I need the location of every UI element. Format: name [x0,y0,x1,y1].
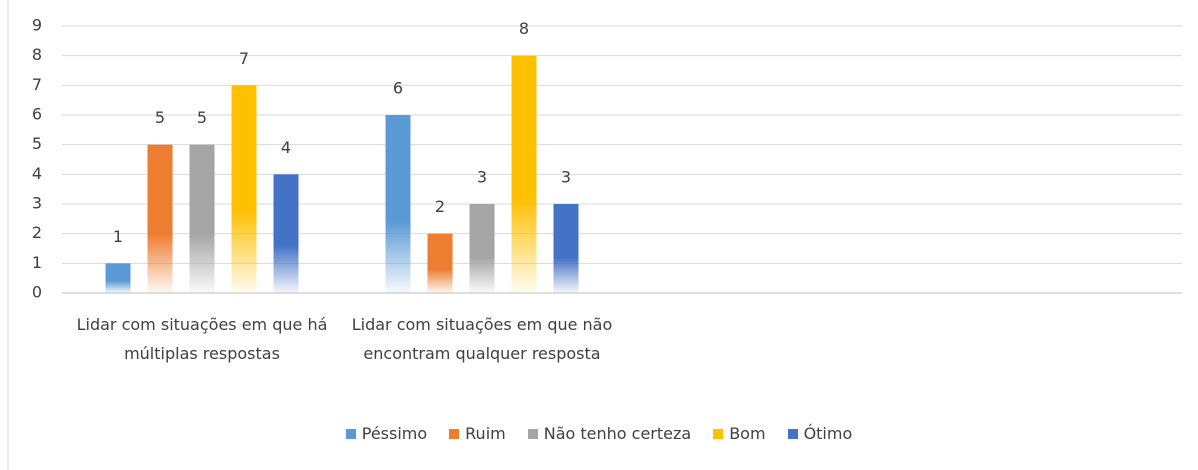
legend-label: Não tenho certeza [543,424,692,443]
bar [511,55,537,293]
bar [385,115,411,293]
legend-item: Péssimo [345,424,428,443]
data-label: 2 [435,197,445,216]
data-label: 1 [113,227,123,246]
data-label: 5 [155,108,165,127]
legend-swatch [787,428,798,439]
bar [189,144,215,293]
data-label: 7 [239,49,249,68]
data-label: 4 [281,138,291,157]
y-tick-label: 7 [32,75,42,94]
x-tick-label: Lidar com situações em que não encontram… [351,315,613,363]
y-tick-label: 9 [32,16,42,35]
legend-label: Ruim [465,424,506,443]
bar [553,204,579,293]
legend-item: Ótimo [787,424,853,443]
data-label: 5 [197,108,207,127]
legend-item: Não tenho certeza [527,424,692,443]
bar [147,144,173,293]
x-tick-label: Lidar com situações em que há múltiplas … [76,315,328,363]
legend-swatch [527,428,538,439]
data-label: 3 [561,168,571,187]
y-tick-label: 5 [32,134,42,153]
bar [105,263,131,293]
legend-swatch [345,428,356,439]
data-label: 6 [393,79,403,98]
y-tick-label: 0 [32,283,42,302]
y-tick-label: 2 [32,223,42,242]
data-label: 3 [477,168,487,187]
legend-swatch [449,428,460,439]
y-tick-label: 3 [32,194,42,213]
y-tick-label: 4 [32,164,42,183]
y-tick-label: 6 [32,105,42,124]
y-tick-label: 1 [32,253,42,272]
legend-swatch [713,428,724,439]
legend-label: Ótimo [803,424,853,443]
legend-label: Bom [729,424,766,443]
y-tick-label: 8 [32,45,42,64]
bar [469,204,495,293]
legend: Péssimo Ruim Não tenho certeza Bom Ótimo [0,424,1198,443]
bar [231,85,257,293]
data-label: 8 [519,19,529,38]
bar [427,233,453,293]
legend-item: Ruim [449,424,506,443]
legend-item: Bom [713,424,766,443]
bar [273,174,299,293]
legend-label: Péssimo [361,424,428,443]
